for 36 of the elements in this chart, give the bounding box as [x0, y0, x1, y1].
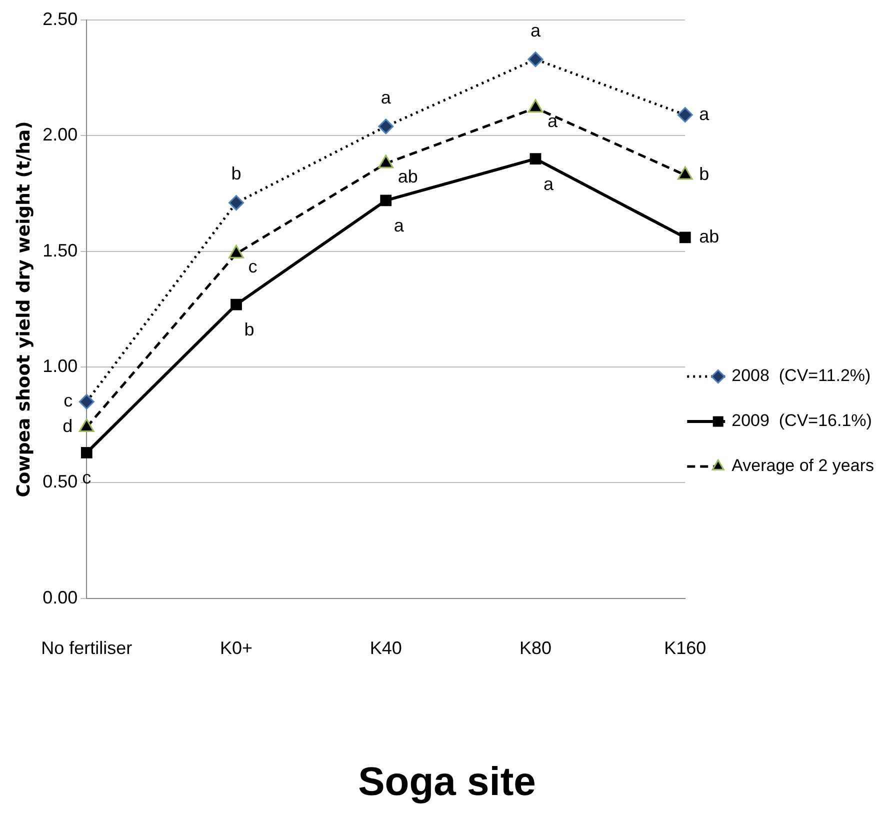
y-tick-label: 1.50: [42, 240, 78, 260]
point: [230, 298, 242, 310]
x-tick-label: No fertiliser: [41, 638, 132, 658]
y-tick-label: 1.00: [42, 356, 78, 376]
text: Soga site: [358, 760, 536, 804]
x-tick-label: K80: [519, 638, 552, 658]
y-tick-label: 0.00: [42, 587, 78, 608]
y-axis-title: Cowpea shoot yield dry weight (t/ha): [13, 121, 34, 498]
legend-label: 2009 (CV=16.1%): [732, 411, 872, 430]
annotation: b: [231, 164, 242, 184]
y-tick-label: 2.50: [42, 8, 78, 29]
annotation: d: [62, 416, 73, 436]
annotation: c: [82, 468, 92, 488]
point: [380, 194, 392, 206]
x-tick-label: K0+: [220, 638, 253, 658]
annotation: b: [699, 164, 710, 184]
x-tick-label: K160: [664, 638, 706, 658]
annotation: a: [543, 174, 554, 194]
annotation: ab: [699, 226, 720, 246]
annotation: ab: [398, 166, 418, 186]
annotation: c: [64, 390, 73, 411]
annotation: a: [699, 104, 710, 124]
annotation: a: [547, 110, 558, 131]
point: [679, 232, 691, 244]
annotation: a: [530, 20, 542, 40]
y-tick-label: 0.50: [42, 472, 78, 492]
x-tick-label: K40: [370, 638, 402, 658]
annotation: a: [380, 87, 392, 108]
point: [530, 153, 542, 165]
legend-label: Average of 2 years: [732, 456, 874, 476]
point: [80, 446, 92, 458]
annotation: b: [244, 320, 254, 340]
annotation: a: [394, 215, 405, 236]
annotation: c: [248, 256, 258, 277]
y-tick-label: 2.00: [42, 124, 78, 145]
legend-label: 2008 (CV=11.2%): [732, 366, 871, 386]
